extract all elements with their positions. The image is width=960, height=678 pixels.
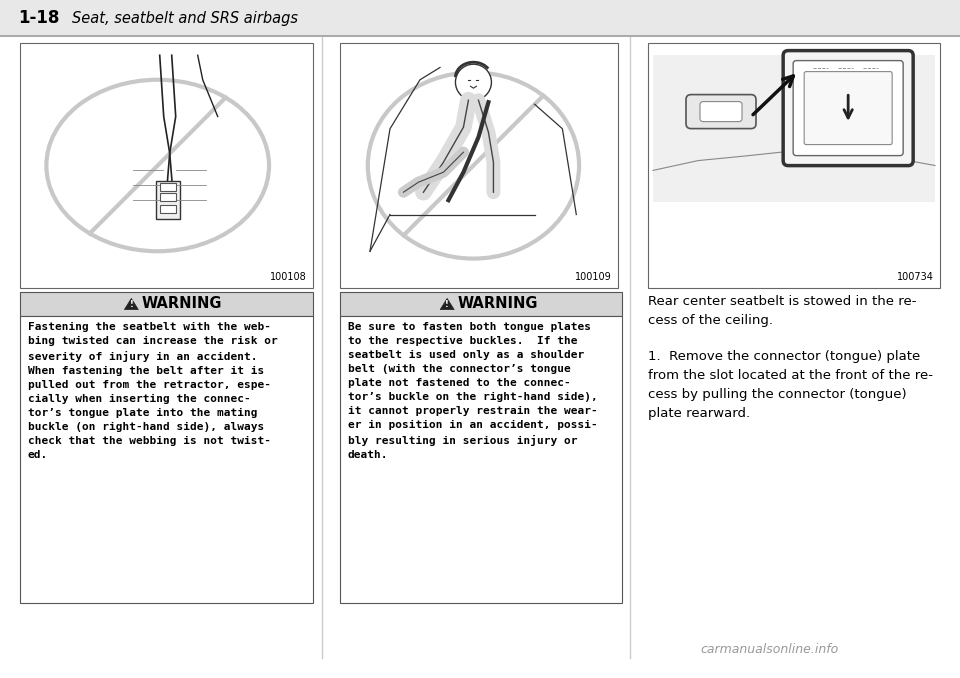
FancyBboxPatch shape	[700, 102, 742, 121]
Text: Rear center seatbelt is stowed in the re-
cess of the ceiling.: Rear center seatbelt is stowed in the re…	[648, 295, 917, 327]
FancyBboxPatch shape	[783, 51, 913, 165]
Text: WARNING: WARNING	[457, 296, 538, 311]
Bar	[0, 0, 960, 35]
Bar	[340, 292, 622, 316]
Text: 1.  Remove the connector (tongue) plate
from the slot located at the front of th: 1. Remove the connector (tongue) plate f…	[648, 350, 933, 420]
Text: !: !	[130, 300, 133, 309]
Text: Fastening the seatbelt with the web-
bing twisted can increase the risk or
sever: Fastening the seatbelt with the web- bin…	[28, 322, 277, 460]
Text: 100734: 100734	[898, 272, 934, 282]
Bar	[340, 43, 618, 288]
Bar	[653, 55, 935, 202]
Bar	[648, 43, 940, 288]
Polygon shape	[440, 298, 454, 310]
FancyBboxPatch shape	[793, 60, 903, 155]
Bar	[20, 292, 313, 316]
Text: 100108: 100108	[271, 272, 307, 282]
Bar	[159, 184, 176, 191]
Bar	[159, 193, 176, 201]
Bar	[20, 43, 313, 288]
Bar	[20, 316, 313, 603]
Text: carmanualsonline.info: carmanualsonline.info	[700, 643, 838, 656]
Text: 100109: 100109	[575, 272, 612, 282]
Polygon shape	[125, 298, 138, 310]
Bar	[0, 35, 960, 37]
Text: !: !	[445, 300, 449, 309]
Text: Be sure to fasten both tongue plates
to the respective buckles.  If the
seatbelt: Be sure to fasten both tongue plates to …	[348, 322, 598, 460]
Bar	[156, 182, 180, 220]
Bar	[159, 205, 176, 214]
FancyBboxPatch shape	[686, 95, 756, 129]
Text: 1-18: 1-18	[18, 9, 60, 27]
Bar	[340, 316, 622, 603]
Circle shape	[455, 64, 492, 100]
Text: WARNING: WARNING	[141, 296, 222, 311]
Text: Seat, seatbelt and SRS airbags: Seat, seatbelt and SRS airbags	[72, 10, 298, 26]
FancyBboxPatch shape	[804, 72, 892, 144]
